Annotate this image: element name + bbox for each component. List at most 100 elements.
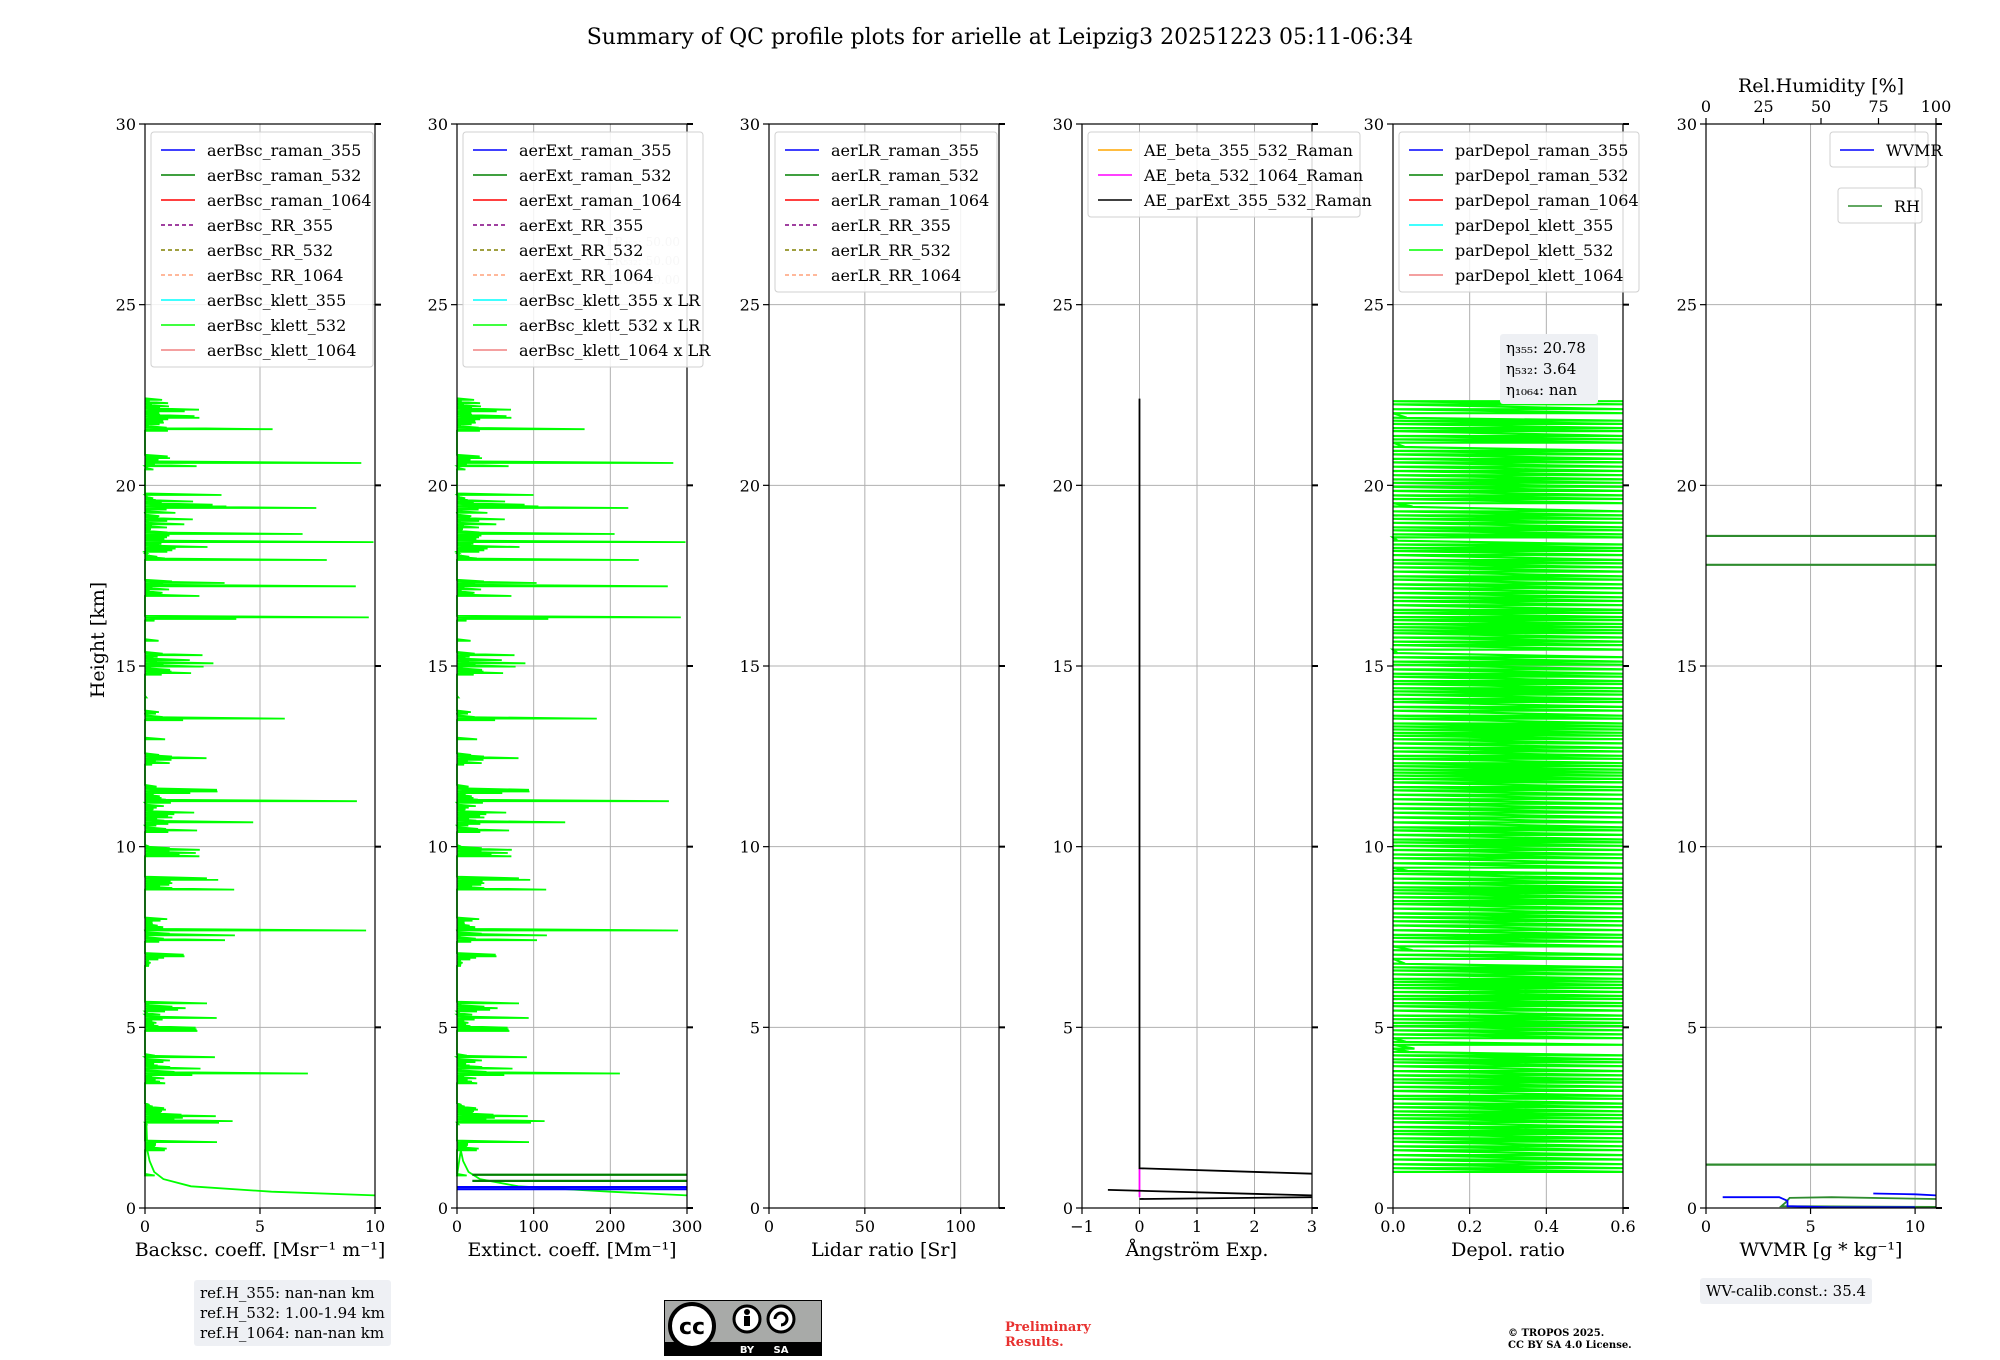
y-tick-label: 30 — [1677, 115, 1697, 134]
y-tick-label: 5 — [1687, 1018, 1697, 1037]
cc-sa-label: SA — [774, 1345, 789, 1356]
legend-label: aerExt_raman_355 — [519, 141, 672, 160]
y-tick-label: 30 — [428, 115, 448, 134]
y-tick-label: 10 — [1053, 838, 1073, 857]
series-AE_parExt_355_532_Raman — [1138, 398, 1313, 1175]
series-RH — [1706, 534, 1936, 1166]
legend-label: aerExt_RR_532 — [519, 241, 643, 260]
legend-label: parDepol_klett_355 — [1455, 216, 1613, 235]
x-tick-label: 10 — [1905, 1217, 1925, 1236]
legend-frame — [150, 131, 374, 368]
ref-height-1064: ref.H_1064: nan-nan km — [200, 1324, 385, 1342]
legend-label: aerBsc_RR_532 — [207, 241, 333, 260]
legend-label: parDepol_klett_1064 — [1455, 266, 1624, 285]
top-x-tick-label: 75 — [1868, 97, 1888, 116]
x-tick-label: −1 — [1070, 1217, 1094, 1236]
y-tick-label: 20 — [1677, 476, 1697, 495]
y-tick-label: 25 — [1053, 296, 1073, 315]
legend-frame — [462, 131, 704, 368]
legend-label: aerBsc_klett_532 — [207, 316, 346, 335]
legend-label: parDepol_klett_532 — [1455, 241, 1613, 260]
x-axis-label: Backsc. coeff. [Msr⁻¹ m⁻¹] — [135, 1239, 386, 1261]
y-tick-label: 5 — [438, 1018, 448, 1037]
series-aerExt_raman_532 — [472, 1173, 687, 1183]
preliminary-results-note: Preliminary Results. — [1005, 1320, 1091, 1350]
cc-by-label: BY — [740, 1345, 755, 1356]
y-tick-label: 15 — [1053, 657, 1073, 676]
y-axis-label: Height [km] — [87, 582, 109, 698]
legend-label: aerBsc_klett_1064 x LR — [519, 341, 711, 360]
series-WVMR — [1873, 1192, 1937, 1197]
eta-annotation-line: η₁₀₆₄: nan — [1506, 381, 1577, 399]
panel-lr: 0 5 10 15 20 25 30 0 50 100 Lidar ratio [Sr] aerLR_… — [740, 115, 1005, 1261]
y-tick-label: 20 — [428, 476, 448, 495]
legend-label: parDepol_raman_1064 — [1455, 191, 1639, 210]
legend-label: aerBsc_raman_1064 — [207, 191, 372, 210]
x-tick-label: 0 — [1701, 1217, 1711, 1236]
legend-label: AE_parExt_355_532_Raman — [1143, 191, 1372, 210]
series-line — [1722, 1196, 1916, 1209]
y-tick-label: 20 — [116, 476, 136, 495]
x-tick-label: 0 — [1134, 1217, 1144, 1236]
y-tick-label: 0 — [750, 1199, 760, 1218]
legend-label: aerExt_RR_1064 — [519, 266, 654, 285]
legend-frame — [1398, 131, 1640, 293]
y-tick-label: 25 — [428, 296, 448, 315]
x-tick-label: 50 — [855, 1217, 875, 1236]
y-tick-label: 5 — [126, 1018, 136, 1037]
eta-annotation-line: η₅₃₂: 3.64 — [1506, 360, 1576, 378]
y-tick-label: 30 — [740, 115, 760, 134]
series-line — [1778, 1196, 1937, 1208]
cc-logo-text: cc — [679, 1315, 705, 1340]
x-tick-label: 0 — [140, 1217, 150, 1236]
x-tick-label: 2 — [1249, 1217, 1259, 1236]
y-tick-label: 15 — [740, 657, 760, 676]
y-tick-label: 15 — [1364, 657, 1384, 676]
x-tick-label: 300 — [672, 1217, 703, 1236]
x-tick-label: 10 — [365, 1217, 385, 1236]
legend-label: aerExt_raman_1064 — [519, 191, 682, 210]
legend-label: aerBsc_klett_355 — [207, 291, 346, 310]
legend-label: aerLR_raman_1064 — [831, 191, 989, 210]
x-axis-label: WVMR [g * kg⁻¹] — [1740, 1239, 1903, 1261]
legend-label: aerBsc_raman_532 — [207, 166, 361, 185]
legend-label: aerBsc_RR_355 — [207, 216, 333, 235]
x-tick-label: 5 — [255, 1217, 265, 1236]
figure-title: Summary of QC profile plots for arielle … — [587, 25, 1414, 50]
sa-arrow-icon — [773, 1311, 789, 1327]
legend-label: parDepol_raman_355 — [1455, 141, 1628, 160]
series-parDepol_klett_532 — [1389, 400, 1624, 1174]
y-tick-label: 30 — [116, 115, 136, 134]
legend-label: parDepol_raman_532 — [1455, 166, 1628, 185]
x-axis-label: Extinct. coeff. [Mm⁻¹] — [467, 1239, 676, 1261]
top-x-tick-label: 0 — [1701, 97, 1711, 116]
y-tick-label: 30 — [1053, 115, 1073, 134]
legend-rh-label: RH — [1894, 197, 1920, 216]
x-tick-label: 200 — [595, 1217, 626, 1236]
legend-label: AE_beta_355_532_Raman — [1143, 141, 1353, 160]
preliminary-line-1: Preliminary — [1005, 1320, 1091, 1335]
legend-label: aerExt_RR_355 — [519, 216, 643, 235]
y-tick-label: 20 — [1364, 476, 1384, 495]
y-tick-label: 0 — [438, 1199, 448, 1218]
top-x-axis-label: Rel.Humidity [%] — [1738, 75, 1904, 97]
wv-calib-text: WV-calib.const.: 35.4 — [1706, 1282, 1867, 1300]
y-tick-label: 0 — [126, 1199, 136, 1218]
y-tick-label: 20 — [1053, 476, 1073, 495]
legend-label: aerLR_RR_532 — [831, 241, 951, 260]
series-AE_parExt_355_532_Raman — [1107, 1189, 1313, 1197]
legend-label: aerLR_raman_532 — [831, 166, 979, 185]
y-tick-label: 0 — [1374, 1199, 1384, 1218]
y-tick-label: 10 — [740, 838, 760, 857]
x-tick-label: 5 — [1805, 1217, 1815, 1236]
legend-frame — [1087, 131, 1361, 218]
legend-frame — [774, 131, 998, 293]
series-line — [1139, 1196, 1313, 1200]
y-tick-label: 20 — [740, 476, 760, 495]
x-tick-label: 100 — [945, 1217, 976, 1236]
panel-depol: 0 5 10 15 20 25 30 0.0 0.2 0.4 0.6 Depol. ratio η₃₅₅… — [1364, 115, 1640, 1261]
x-axis-label: Ångström Exp. — [1125, 1239, 1269, 1261]
sa-share-alike-icon — [766, 1304, 796, 1334]
